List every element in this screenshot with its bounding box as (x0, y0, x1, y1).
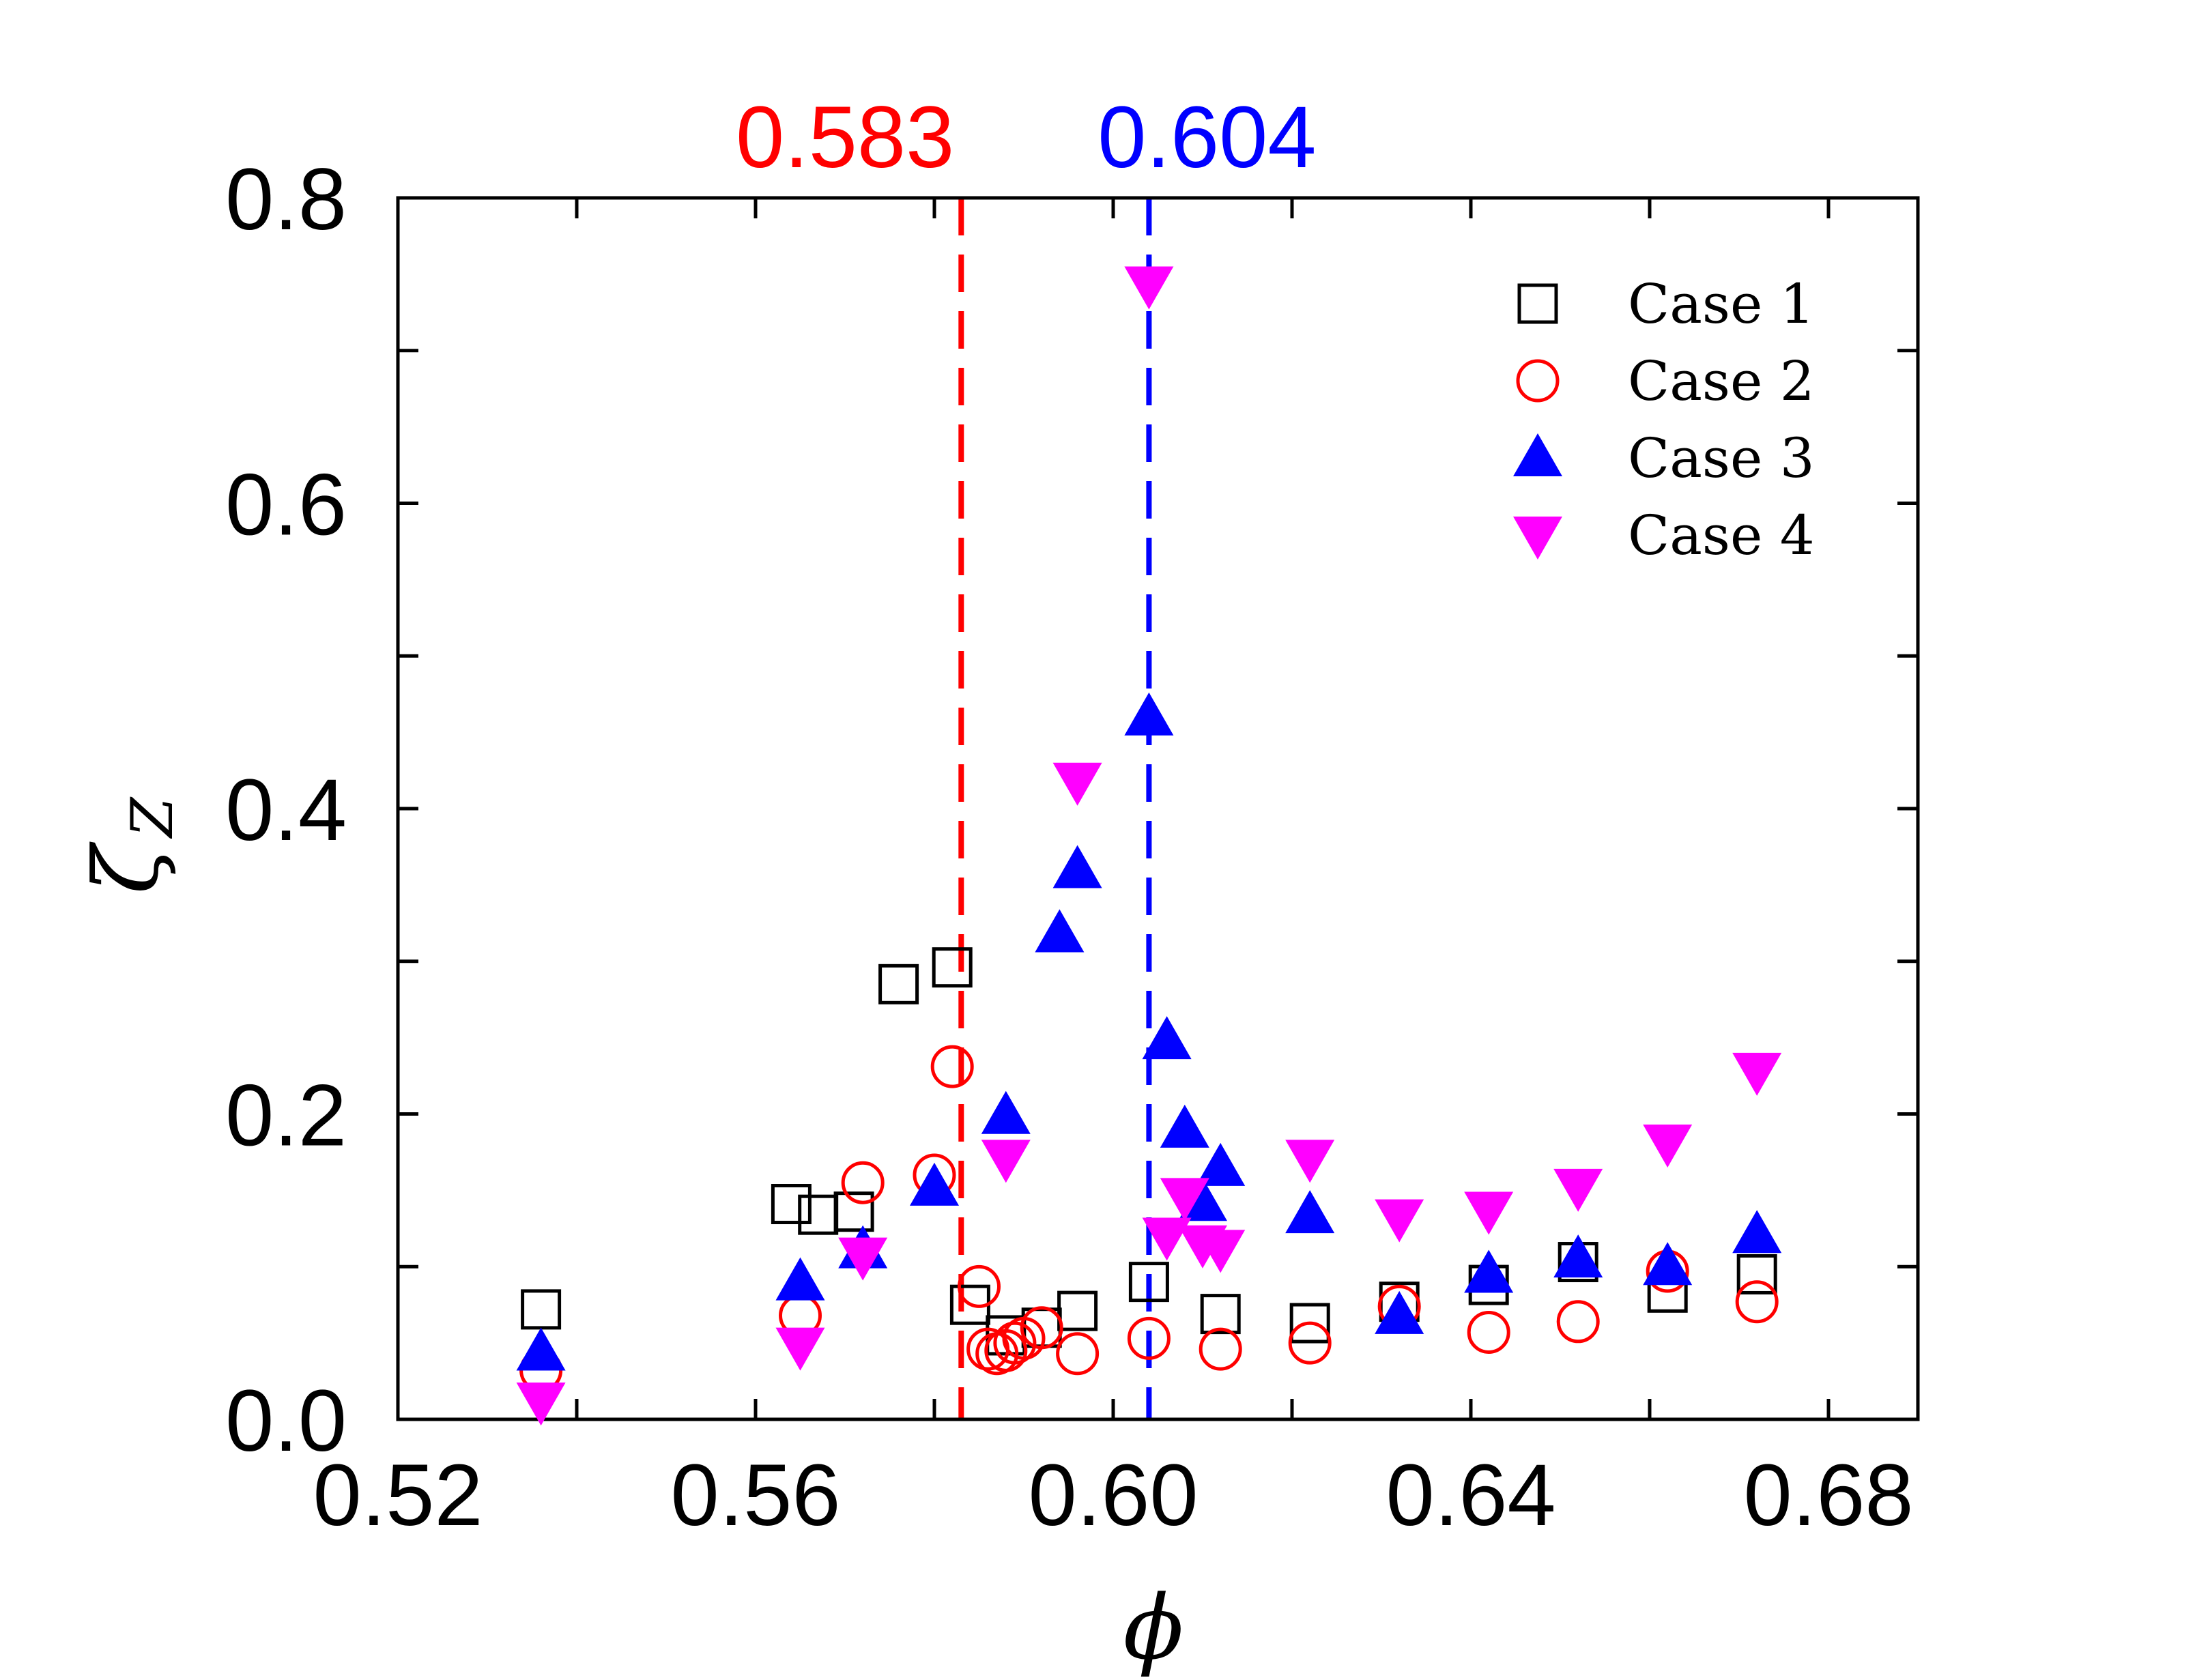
series-2 (519, 1045, 1779, 1392)
legend-label: Case 1 (1628, 272, 1815, 336)
legend-label: Case 2 (1628, 349, 1815, 413)
data-point (878, 964, 919, 1004)
data-point (958, 1264, 1001, 1308)
data-point (775, 1327, 825, 1371)
legend-label: Case 3 (1628, 426, 1815, 490)
plot-frame (396, 196, 1920, 1421)
data-point (1553, 1234, 1603, 1278)
data-point (1735, 1280, 1779, 1324)
data-point (516, 1327, 566, 1371)
legend-marker (1513, 517, 1562, 560)
x-axis-label: ϕ (1123, 1576, 1184, 1679)
data-point (1052, 762, 1102, 806)
x-tick-label: 0.60 (1028, 1447, 1198, 1544)
y-axis-label-subscript: Z (119, 796, 186, 839)
data-point (1196, 1142, 1246, 1186)
data-point (1020, 1306, 1063, 1350)
data-point (1200, 1294, 1241, 1335)
y-axis-label-symbol: ζ (74, 841, 178, 894)
data-point (1288, 1321, 1332, 1365)
data-point (1160, 1104, 1209, 1148)
data-point (1199, 1327, 1242, 1371)
y-tick-label: 0.2 (225, 1067, 347, 1165)
data-point (1127, 1316, 1171, 1360)
data-point (1285, 1140, 1335, 1183)
data-point (1289, 1303, 1330, 1344)
data-point (833, 1191, 874, 1232)
data-point (771, 1184, 812, 1225)
data-point (1128, 1262, 1169, 1303)
data-point (1375, 1290, 1424, 1334)
data-point (1142, 1016, 1192, 1060)
data-point (1142, 1217, 1192, 1261)
data-point (1057, 1290, 1098, 1331)
data-point (1643, 1125, 1693, 1168)
data-point (981, 1090, 1031, 1134)
data-point (1285, 1190, 1335, 1234)
data-point (838, 1237, 888, 1281)
x-tick-label: 0.68 (1743, 1447, 1913, 1544)
data-point (841, 1161, 885, 1204)
axis-tick-labels: 0.52 0.56 0.60 0.64 0.68 0.0 0.2 0.4 0.6 0.8 (225, 151, 1914, 1544)
data-point (1035, 909, 1085, 953)
data-point (1732, 1210, 1782, 1254)
data-point (516, 1382, 566, 1426)
data-point (910, 1162, 959, 1206)
axis-ticks (396, 196, 1918, 1421)
x-tick-label: 0.52 (313, 1447, 483, 1544)
data-point (1464, 1191, 1514, 1235)
series-4 (516, 266, 1782, 1426)
data-point (1467, 1310, 1510, 1354)
data-point (981, 1140, 1031, 1183)
data-point (798, 1194, 839, 1235)
data-point (1464, 1249, 1514, 1293)
data-point (1052, 845, 1102, 888)
data-point (775, 1257, 825, 1301)
data-point (1732, 1052, 1782, 1096)
y-axis-label: ζ Z (74, 796, 186, 894)
x-tick-label: 0.64 (1386, 1447, 1555, 1544)
data-point (1124, 266, 1174, 310)
data-point (521, 1289, 562, 1330)
y-tick-label: 0.0 (225, 1372, 347, 1470)
y-tick-label: 0.6 (225, 457, 347, 554)
legend-marker (1517, 283, 1558, 324)
data-point (1196, 1230, 1246, 1273)
legend-marker (1516, 359, 1560, 403)
data-point (1056, 1332, 1100, 1376)
data-point (1553, 1168, 1603, 1212)
data-point (1556, 1300, 1600, 1344)
x-tick-label: 0.56 (670, 1447, 840, 1544)
data-point (993, 1321, 1037, 1365)
data-point (1160, 1178, 1209, 1221)
reference-lines: 0.583 0.604 (736, 89, 1317, 1419)
data-point (1124, 692, 1174, 736)
legend-marker (1513, 433, 1562, 476)
data-point (932, 947, 973, 988)
data-points (516, 266, 1782, 1426)
y-tick-label: 0.8 (225, 151, 347, 248)
legend-label: Case 4 (1628, 504, 1815, 567)
legend: Case 1 Case 2 Case 3 Case 4 (1513, 272, 1815, 567)
data-point (1736, 1254, 1777, 1294)
reference-line-label: 0.583 (736, 89, 954, 186)
data-point (1375, 1199, 1424, 1243)
data-point (930, 1045, 974, 1088)
y-tick-label: 0.4 (225, 762, 347, 859)
reference-line-label: 0.604 (1098, 89, 1316, 186)
data-point (1643, 1242, 1693, 1286)
